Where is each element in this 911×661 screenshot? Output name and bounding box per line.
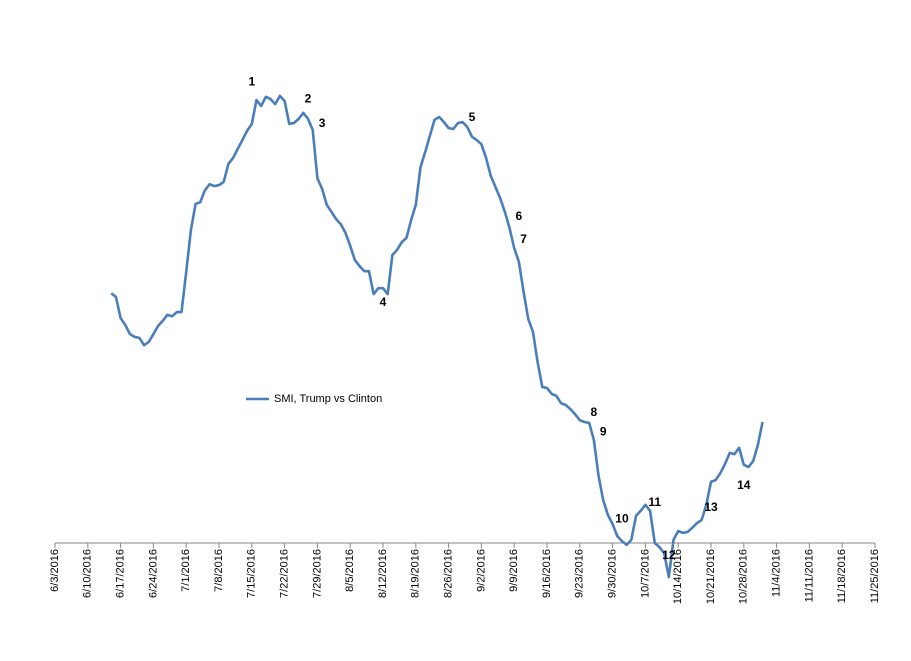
x-tick-label: 8/26/2016 bbox=[443, 549, 455, 598]
x-tick-label: 10/28/2016 bbox=[738, 549, 750, 604]
annotation: 13 bbox=[704, 500, 718, 514]
annotation: 5 bbox=[469, 110, 476, 124]
x-tick-label: 7/29/2016 bbox=[311, 549, 323, 598]
x-tick-label: 10/7/2016 bbox=[639, 549, 651, 598]
annotation: 3 bbox=[319, 116, 326, 130]
annotation: 4 bbox=[380, 295, 387, 309]
x-tick-label: 7/22/2016 bbox=[279, 549, 291, 598]
x-tick-label: 7/1/2016 bbox=[180, 549, 192, 592]
x-tick-label: 6/10/2016 bbox=[82, 549, 94, 598]
x-tick-label: 8/12/2016 bbox=[377, 549, 389, 598]
annotation: 11 bbox=[648, 495, 661, 509]
x-tick-label: 11/18/2016 bbox=[836, 549, 848, 603]
x-tick-label: 7/8/2016 bbox=[213, 549, 225, 592]
x-tick-label: 8/19/2016 bbox=[410, 549, 422, 598]
x-tick-label: 9/9/2016 bbox=[508, 549, 520, 592]
x-tick-label: 6/3/2016 bbox=[49, 549, 61, 592]
x-tick-label: 9/2/2016 bbox=[475, 549, 487, 592]
x-tick-label: 11/11/2016 bbox=[803, 549, 815, 602]
x-tick-label: 7/15/2016 bbox=[246, 549, 258, 598]
x-tick-label: 10/14/2016 bbox=[672, 549, 684, 604]
annotation: 6 bbox=[516, 209, 523, 223]
x-tick-label: 8/5/2016 bbox=[344, 549, 356, 592]
series-line bbox=[110, 94, 764, 579]
x-tick-label: 9/30/2016 bbox=[607, 549, 619, 598]
annotation: 14 bbox=[737, 478, 751, 492]
annotation: 1 bbox=[248, 74, 255, 88]
annotation: 10 bbox=[615, 511, 629, 525]
annotation: 8 bbox=[591, 405, 598, 419]
annotation: 7 bbox=[520, 232, 527, 246]
x-tick-label: 11/4/2016 bbox=[771, 549, 783, 597]
x-tick-label: 6/24/2016 bbox=[147, 549, 159, 598]
x-tick-label: 10/21/2016 bbox=[705, 549, 717, 604]
annotation: 2 bbox=[305, 91, 312, 105]
x-tick-label: 6/17/2016 bbox=[115, 549, 127, 598]
legend-label: SMI, Trump vs Clinton bbox=[274, 393, 382, 405]
x-tick-label: 9/16/2016 bbox=[541, 549, 553, 598]
annotation: 9 bbox=[600, 424, 607, 438]
x-tick-label: 9/23/2016 bbox=[574, 549, 586, 598]
annotation: 12 bbox=[662, 548, 676, 562]
x-tick-label: 11/25/2016 bbox=[869, 549, 881, 603]
